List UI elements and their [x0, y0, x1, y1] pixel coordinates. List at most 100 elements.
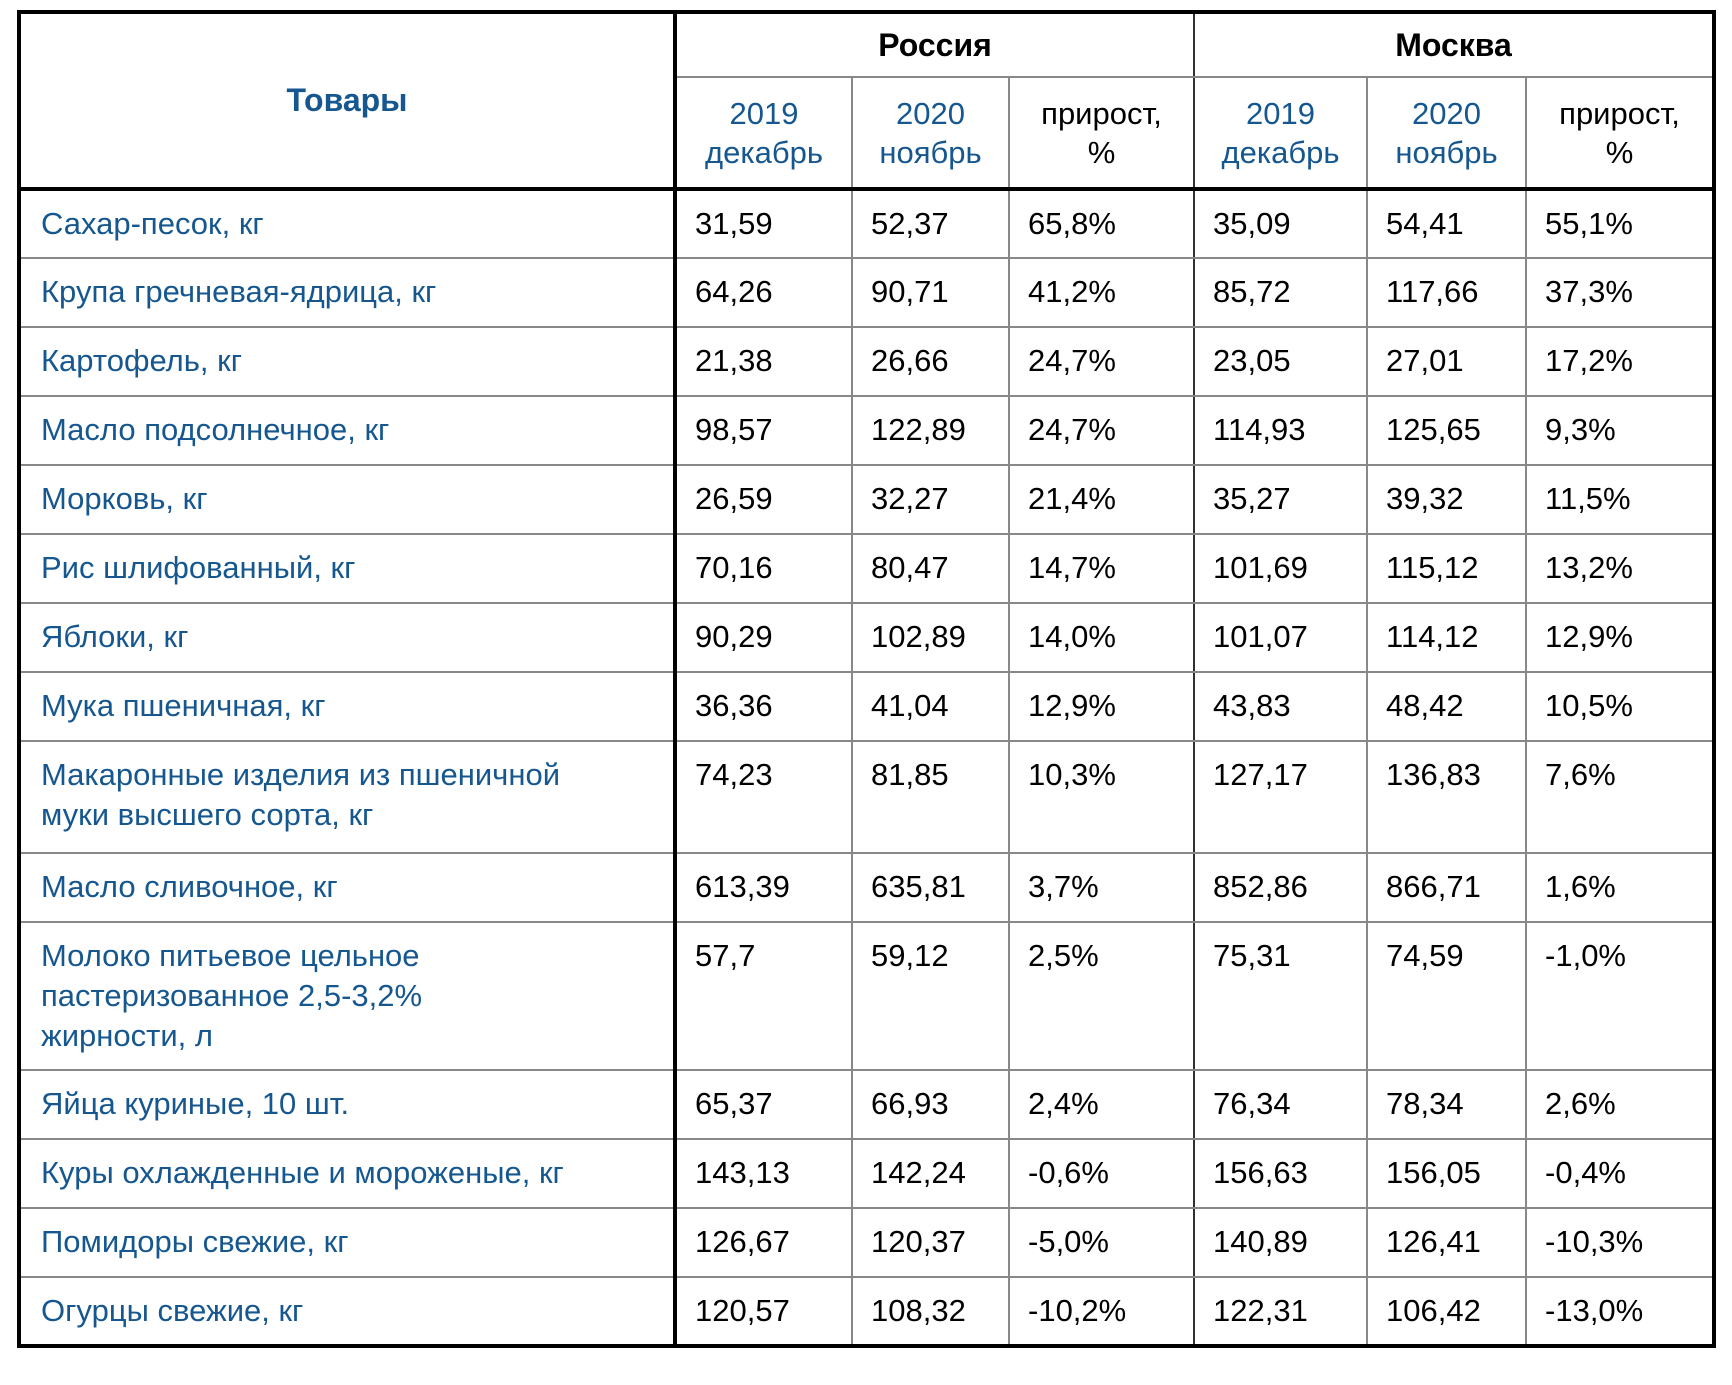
moscow-2019-price: 23,05 [1193, 326, 1369, 397]
product-name: Морковь, кг [18, 464, 677, 535]
price-table-container: Товары Россия Москва 2019 декабрь 2020 н… [17, 10, 1717, 1348]
product-name: Картофель, кг [18, 326, 677, 397]
moscow-2020-price: 125,65 [1366, 395, 1528, 466]
moscow-growth: -10,3% [1525, 1207, 1716, 1278]
moscow-growth: 7,6% [1525, 740, 1716, 854]
table-row: Молоко питьевое цельное пастеризованное … [18, 921, 1716, 1071]
russia-growth: 2,5% [1007, 921, 1196, 1071]
russia-growth: 21,4% [1007, 464, 1196, 535]
russia-2019-price: 90,29 [674, 602, 853, 673]
moscow-growth: 55,1% [1525, 188, 1716, 259]
group-header-moscow: Москва [1193, 11, 1716, 78]
moscow-growth: 9,3% [1525, 395, 1716, 466]
russia-growth: -0,6% [1007, 1138, 1196, 1209]
moscow-2019-dec-header: 2019 декабрь [1193, 76, 1369, 191]
moscow-2020-price: 126,41 [1366, 1207, 1528, 1278]
russia-2019-dec-header: 2019 декабрь [674, 76, 853, 191]
sub-header-row: 2019 декабрь 2020 ноябрь прирост, % 2019… [19, 76, 1716, 191]
russia-2020-price: 59,12 [851, 921, 1010, 1071]
moscow-2019-price: 101,07 [1193, 602, 1369, 673]
product-name: Яйца куриные, 10 шт. [18, 1069, 677, 1140]
moscow-growth: 17,2% [1525, 326, 1716, 397]
moscow-2020-price: 78,34 [1366, 1069, 1528, 1140]
table-row: Крупа гречневая-ядрица, кг 64,26 90,71 41,2… [18, 257, 1716, 328]
russia-growth: 65,8% [1007, 188, 1196, 259]
russia-growth: 41,2% [1007, 257, 1196, 328]
moscow-2020-price: 115,12 [1366, 533, 1528, 604]
russia-2019-price: 57,7 [674, 921, 853, 1071]
russia-2019-price: 126,67 [674, 1207, 853, 1278]
table-row: Помидоры свежие, кг 126,67 120,37 -5,0% 140,… [18, 1207, 1716, 1278]
moscow-2020-price: 48,42 [1366, 671, 1528, 742]
table-row: Картофель, кг 21,38 26,66 24,7% 23,05 27,01 17… [18, 326, 1716, 397]
product-name: Молоко питьевое цельное пастеризованное … [18, 921, 677, 1071]
russia-2020-price: 108,32 [851, 1276, 1010, 1347]
product-name: Яблоки, кг [18, 602, 677, 673]
product-name: Мука пшеничная, кг [18, 671, 677, 742]
russia-2020-nov-header: 2020 ноябрь [851, 76, 1010, 191]
table-row: Морковь, кг 26,59 32,27 21,4% 35,27 39,32 11,5… [18, 464, 1716, 535]
moscow-2019-price: 127,17 [1193, 740, 1369, 854]
moscow-2020-price: 74,59 [1366, 921, 1528, 1071]
russia-2020-price: 66,93 [851, 1069, 1010, 1140]
moscow-growth: 37,3% [1525, 257, 1716, 328]
group-header-row: Товары Россия Москва [18, 11, 1716, 191]
table-row: Рис шлифованный, кг 70,16 80,47 14,7% 101,69… [18, 533, 1716, 604]
price-table: Товары Россия Москва 2019 декабрь 2020 н… [17, 10, 1717, 1348]
russia-2020-price: 120,37 [851, 1207, 1010, 1278]
moscow-2020-nov-header: 2020 ноябрь [1366, 76, 1528, 191]
russia-2019-price: 143,13 [674, 1138, 853, 1209]
russia-2020-price: 142,24 [851, 1138, 1010, 1209]
moscow-2019-price: 156,63 [1193, 1138, 1369, 1209]
moscow-growth: 11,5% [1525, 464, 1716, 535]
moscow-2019-price: 85,72 [1193, 257, 1369, 328]
russia-growth-header: прирост, % [1007, 76, 1196, 191]
group-header-russia: Россия [673, 11, 1196, 78]
russia-2019-price: 64,26 [674, 257, 853, 328]
moscow-2020-price: 27,01 [1366, 326, 1528, 397]
moscow-growth: 13,2% [1525, 533, 1716, 604]
russia-2020-price: 102,89 [851, 602, 1010, 673]
moscow-2019-price: 35,27 [1193, 464, 1369, 535]
russia-growth: 3,7% [1007, 852, 1196, 923]
product-name: Крупа гречневая-ядрица, кг [18, 257, 677, 328]
russia-growth: 2,4% [1007, 1069, 1196, 1140]
russia-2020-price: 81,85 [851, 740, 1010, 854]
table-row: Сахар-песок, кг 31,59 52,37 65,8% 35,09 54,41… [18, 188, 1716, 259]
product-name: Куры охлажденные и мороженые, кг [18, 1138, 677, 1209]
moscow-2020-price: 114,12 [1366, 602, 1528, 673]
moscow-2019-price: 122,31 [1193, 1276, 1369, 1347]
product-name: Масло сливочное, кг [18, 852, 677, 923]
russia-2019-price: 613,39 [674, 852, 853, 923]
russia-growth: -5,0% [1007, 1207, 1196, 1278]
moscow-growth: -13,0% [1525, 1276, 1716, 1347]
table-row: Мука пшеничная, кг 36,36 41,04 12,9% 43,83 48… [18, 671, 1716, 742]
moscow-2019-price: 140,89 [1193, 1207, 1369, 1278]
moscow-2019-price: 101,69 [1193, 533, 1369, 604]
product-name: Помидоры свежие, кг [18, 1207, 677, 1278]
russia-2019-price: 21,38 [674, 326, 853, 397]
russia-2020-price: 26,66 [851, 326, 1010, 397]
product-name: Рис шлифованный, кг [18, 533, 677, 604]
russia-2020-price: 80,47 [851, 533, 1010, 604]
moscow-growth-header: прирост, % [1525, 76, 1716, 191]
russia-2019-price: 70,16 [674, 533, 853, 604]
russia-growth: 12,9% [1007, 671, 1196, 742]
moscow-2020-price: 117,66 [1366, 257, 1528, 328]
russia-growth: 24,7% [1007, 326, 1196, 397]
russia-growth: 14,7% [1007, 533, 1196, 604]
moscow-2020-price: 136,83 [1366, 740, 1528, 854]
russia-growth: 14,0% [1007, 602, 1196, 673]
moscow-2020-price: 106,42 [1366, 1276, 1528, 1347]
moscow-growth: 12,9% [1525, 602, 1716, 673]
table-row: Огурцы свежие, кг 120,57 108,32 -10,2% 122,3… [18, 1276, 1716, 1347]
russia-2020-price: 122,89 [851, 395, 1010, 466]
moscow-growth: 1,6% [1525, 852, 1716, 923]
russia-2020-price: 41,04 [851, 671, 1010, 742]
products-column-header: Товары [18, 11, 677, 191]
table-row: Яйца куриные, 10 шт. 65,37 66,93 2,4% 76,34 7… [18, 1069, 1716, 1140]
moscow-2019-price: 76,34 [1193, 1069, 1369, 1140]
table-row: Макаронные изделия из пшеничной муки выс… [18, 740, 1716, 854]
moscow-2019-price: 75,31 [1193, 921, 1369, 1071]
russia-growth: 10,3% [1007, 740, 1196, 854]
